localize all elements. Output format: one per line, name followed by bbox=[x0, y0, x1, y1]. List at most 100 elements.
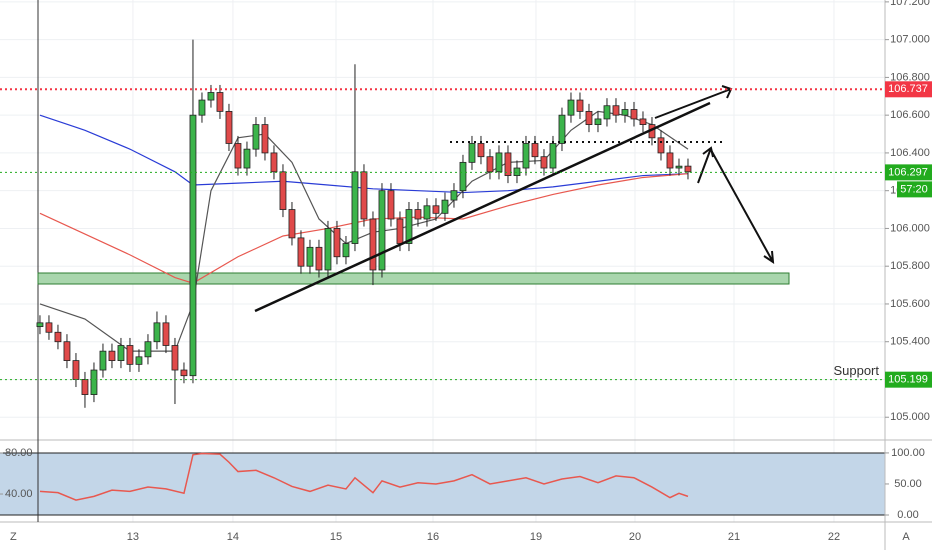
y-tick-label: 105.600 bbox=[890, 298, 930, 310]
x-tick-label: 16 bbox=[427, 531, 439, 543]
candle-body bbox=[603, 105, 611, 120]
candle-body bbox=[333, 228, 341, 258]
rsi-line bbox=[39, 452, 689, 501]
candle-body bbox=[567, 99, 575, 116]
candle-body bbox=[261, 124, 269, 154]
candle-body bbox=[612, 105, 620, 116]
candle-body bbox=[81, 379, 89, 395]
candle-body bbox=[486, 156, 494, 173]
plot bbox=[36, 39, 692, 408]
candle-body bbox=[576, 99, 584, 112]
candle-body bbox=[99, 350, 107, 371]
candle-body bbox=[639, 118, 647, 126]
candle-body bbox=[450, 190, 458, 201]
candle-body bbox=[396, 218, 404, 244]
x-tick-label: 13 bbox=[127, 531, 139, 543]
candle-body bbox=[189, 114, 197, 377]
candle-body bbox=[252, 124, 260, 150]
candle-body bbox=[162, 322, 170, 346]
candle-body bbox=[207, 92, 215, 101]
x-tick-label: 15 bbox=[330, 531, 342, 543]
candle-body bbox=[234, 143, 242, 169]
candle-body bbox=[324, 228, 332, 271]
candle-body bbox=[459, 161, 467, 192]
candle-body bbox=[369, 218, 377, 271]
candle-body bbox=[45, 322, 53, 333]
y-tick-label: 107.000 bbox=[890, 34, 930, 46]
y-tick-label: 105.400 bbox=[890, 336, 930, 348]
candle-body bbox=[36, 322, 44, 328]
support-zone bbox=[37, 272, 790, 285]
candle-body bbox=[342, 243, 350, 258]
arrow-down bbox=[710, 149, 775, 264]
candle-body bbox=[351, 171, 359, 244]
candle-body bbox=[315, 246, 323, 271]
y-tick-label: 105.800 bbox=[890, 260, 930, 272]
candle-body bbox=[306, 246, 314, 267]
candle-body bbox=[216, 92, 224, 112]
y2-tick-label: 50.00 bbox=[894, 478, 922, 490]
price-label-box bbox=[885, 81, 932, 98]
candle-body bbox=[414, 209, 422, 220]
annotation: Support bbox=[833, 363, 879, 378]
x-tick-label: 14 bbox=[227, 531, 239, 543]
candle-body bbox=[153, 322, 161, 343]
candle-body bbox=[126, 345, 134, 365]
moving-average bbox=[39, 110, 689, 352]
left-icon[interactable]: Z bbox=[10, 531, 17, 543]
candle-body bbox=[621, 109, 629, 116]
candle-body bbox=[432, 205, 440, 214]
candle-body bbox=[477, 143, 485, 158]
candle-body bbox=[675, 165, 683, 169]
candle-body bbox=[270, 152, 278, 173]
candle-body bbox=[225, 110, 233, 144]
y-tick-label: 105.000 bbox=[890, 411, 930, 423]
candle-body bbox=[423, 205, 431, 220]
right-icon[interactable]: A bbox=[902, 531, 910, 543]
y-tick-label: 40.00 bbox=[5, 488, 33, 500]
candle-body bbox=[558, 114, 566, 144]
y-tick-label: 106.600 bbox=[890, 109, 930, 121]
y-tick-label: 80.00 bbox=[5, 447, 33, 459]
candle-body bbox=[279, 171, 287, 210]
candle-body bbox=[297, 237, 305, 267]
candle-body bbox=[585, 110, 593, 126]
y-tick-label: 107.200 bbox=[890, 0, 930, 8]
candle-body bbox=[378, 190, 386, 271]
y2-tick-label: 0.00 bbox=[897, 509, 918, 521]
candle-body bbox=[360, 171, 368, 220]
price-label: 106.297 bbox=[888, 166, 928, 178]
countdown-box bbox=[897, 181, 932, 198]
candle-body bbox=[504, 152, 512, 176]
candle-body bbox=[72, 360, 80, 380]
x-tick-label: 20 bbox=[629, 531, 641, 543]
candle-body bbox=[63, 341, 71, 361]
candle-body bbox=[441, 199, 449, 214]
price-label: 106.737 bbox=[888, 83, 928, 95]
candle-body bbox=[405, 209, 413, 244]
candle-body bbox=[513, 167, 521, 176]
candle-body bbox=[468, 143, 476, 163]
trend-line bbox=[254, 101, 711, 313]
candle-body bbox=[657, 137, 665, 154]
candle-body bbox=[540, 156, 548, 169]
candle-body bbox=[549, 143, 557, 169]
candle-body bbox=[117, 345, 125, 361]
candle-body bbox=[522, 143, 530, 169]
y2-tick-label: 100.00 bbox=[891, 447, 925, 459]
candle-body bbox=[54, 331, 62, 343]
y-tick-label: 106.800 bbox=[890, 71, 930, 83]
candle-body bbox=[108, 350, 116, 361]
moving-average bbox=[39, 114, 689, 194]
candle-body bbox=[180, 369, 188, 377]
moving-average bbox=[39, 173, 689, 284]
x-tick-label: 22 bbox=[828, 531, 840, 543]
price-label-box bbox=[885, 164, 932, 181]
candle-body bbox=[495, 152, 503, 173]
candle-body bbox=[387, 190, 395, 220]
candle-body bbox=[666, 152, 674, 169]
candle-body bbox=[198, 99, 206, 116]
rsi-band bbox=[0, 453, 885, 515]
price-label-box bbox=[885, 371, 932, 388]
